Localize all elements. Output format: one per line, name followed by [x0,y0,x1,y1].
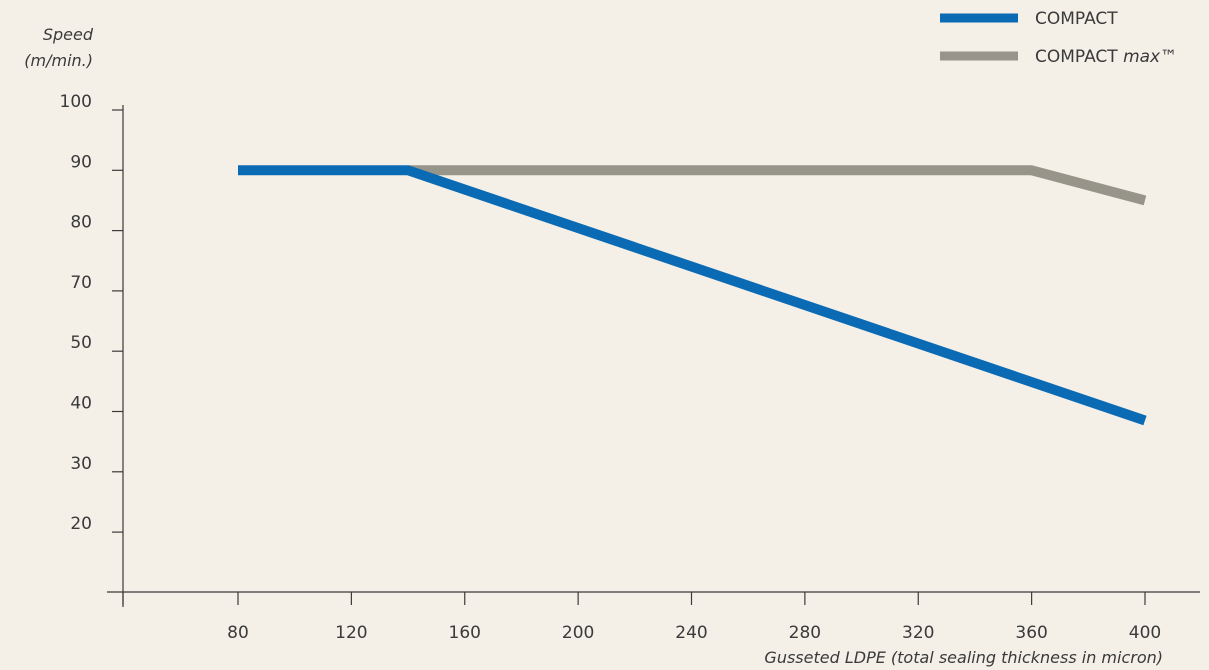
x-tick-label: 120 [335,623,367,643]
x-tick-label: 240 [675,623,707,643]
series-lines [238,165,1147,426]
y-axis-title-line1: Speed [43,25,94,44]
x-tick-label: 280 [789,623,821,643]
x-tick-label: 160 [449,623,481,643]
y-tick-label: 50 [70,333,92,353]
series-line-compact-max [408,165,1147,206]
legend-label-compact-max-suffix: max™ [1123,47,1177,67]
x-axis-ticks: 80 120 160 200 240 280 320 360 400 [122,592,1161,643]
legend-label-compact: COMPACT [1035,9,1118,29]
x-tick-label: 200 [562,623,594,643]
legend: COMPACT COMPACT max™ [940,9,1177,67]
x-tick-label: 80 [227,623,249,643]
y-tick-label: 80 [70,213,92,233]
y-tick-label: 30 [70,454,92,474]
x-axis-title: Gusseted LDPE (total sealing thickness i… [764,648,1163,667]
y-tick-label: 70 [70,273,92,293]
y-tick-label: 100 [60,92,92,112]
x-tick-label: 320 [902,623,934,643]
y-tick-label: 90 [70,152,92,172]
series-line-compact [238,165,1147,426]
y-axis-ticks: 100 90 80 70 50 40 30 20 [60,92,123,534]
legend-label-compact-max-base: COMPACT [1035,47,1118,67]
x-tick-label: 360 [1015,623,1047,643]
y-tick-label: 20 [70,514,92,534]
y-tick-label: 40 [70,394,92,414]
y-axis-title-line2: (m/min.) [24,51,93,70]
legend-label-compact-max: COMPACT max™ [1035,47,1177,67]
x-tick-label: 400 [1129,623,1161,643]
